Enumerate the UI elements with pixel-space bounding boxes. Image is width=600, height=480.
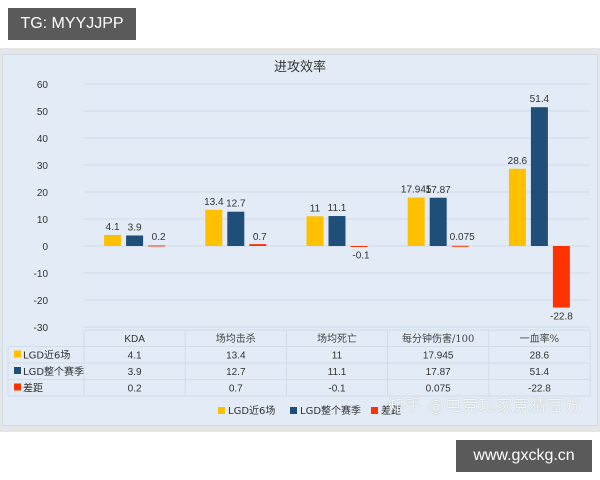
- y-tick-label: 10: [37, 215, 49, 226]
- legend-key-icon: [14, 367, 21, 374]
- table-cell: 11.1: [328, 367, 347, 378]
- y-tick-label: 60: [37, 80, 49, 91]
- bar-0-3: [407, 197, 425, 246]
- bar-0-4: [508, 168, 526, 246]
- data-label: 12.7: [226, 199, 246, 210]
- data-label: -22.8: [550, 312, 573, 323]
- bar-1-0: [126, 235, 144, 246]
- table-series-label: 差距: [23, 382, 43, 395]
- table-cell: 0.075: [426, 384, 451, 395]
- table-cell: 4.1: [128, 351, 142, 362]
- y-tick-label: 30: [37, 161, 49, 172]
- legend-label: 差距: [381, 404, 401, 417]
- data-label: 11.1: [328, 203, 347, 214]
- bar-2-1: [249, 244, 267, 246]
- data-label: 4.1: [106, 222, 120, 233]
- y-tick-label: 0: [42, 242, 48, 253]
- data-label: 0.7: [253, 232, 267, 243]
- legend-swatch-icon: [290, 407, 297, 414]
- y-tick-label: 20: [37, 188, 49, 199]
- table-series-label: LGD近6场: [23, 349, 70, 362]
- bar-1-3: [429, 197, 447, 246]
- table-cell: 3.9: [128, 367, 142, 378]
- data-label: 17.945: [401, 185, 432, 196]
- table-header-cell: 一血率%: [520, 332, 560, 345]
- table-cell: 12.7: [226, 367, 246, 378]
- table-cell: 28.6: [530, 351, 550, 362]
- table-header-cell: 每分钟伤害/100: [402, 332, 474, 345]
- legend-key-icon: [14, 383, 21, 391]
- watermark-tag-bottom: www.gxckg.cn: [456, 440, 592, 472]
- table-series-label: LGD整个赛季: [23, 365, 84, 378]
- table-cell: -0.1: [328, 384, 346, 395]
- table-cell: 0.2: [128, 384, 142, 395]
- data-label: 11: [310, 203, 321, 214]
- chart-title: 进攻效率: [273, 60, 326, 75]
- legend-label: LGD近6场: [228, 404, 275, 417]
- table-cell: 17.945: [423, 351, 454, 362]
- legend-label: LGD整个赛季: [300, 404, 361, 417]
- bar-0-2: [306, 216, 324, 246]
- bar-2-4: [552, 246, 570, 308]
- y-tick-label: 40: [37, 134, 49, 145]
- y-tick-label: -10: [34, 269, 49, 280]
- bar-2-0: [148, 245, 166, 247]
- table-cell: 13.4: [226, 351, 246, 362]
- watermark-tag-top: TG: MYYJJPP: [8, 8, 136, 40]
- bar-2-2: [350, 246, 368, 247]
- table-cell: 0.7: [229, 384, 243, 395]
- data-label: 51.4: [530, 94, 550, 105]
- legend-key-icon: [14, 350, 21, 358]
- bar-1-1: [227, 211, 245, 246]
- table-header-cell: 场均死亡: [317, 332, 357, 345]
- y-tick-label: 50: [37, 107, 49, 118]
- table-cell: 51.4: [530, 367, 550, 378]
- legend-swatch-icon: [218, 407, 225, 414]
- y-tick-label: -20: [34, 296, 49, 307]
- bar-1-4: [530, 107, 548, 246]
- data-label: 3.9: [128, 222, 142, 233]
- data-label: 17.87: [426, 185, 451, 196]
- data-label: -0.1: [352, 250, 370, 261]
- table-cell: 11: [332, 351, 343, 362]
- table-header-cell: 场均击杀: [216, 332, 256, 345]
- bar-0-0: [104, 234, 122, 246]
- bar-2-3: [451, 245, 469, 247]
- chart-panel: [2, 54, 598, 426]
- bar-0-1: [205, 209, 223, 246]
- data-label: 28.6: [508, 156, 528, 167]
- table-header-cell: KDA: [124, 334, 145, 345]
- legend-swatch-icon: [371, 407, 378, 414]
- bar-1-2: [328, 216, 346, 246]
- data-label: 13.4: [204, 197, 224, 208]
- table-cell: 17.87: [426, 367, 451, 378]
- data-label: 0.2: [152, 232, 166, 243]
- data-label: 0.075: [450, 232, 475, 243]
- zhihu-watermark: 知乎 @电竞玩家竞猜官方: [388, 396, 582, 415]
- table-cell: -22.8: [528, 384, 551, 395]
- y-tick-label: -30: [34, 323, 49, 334]
